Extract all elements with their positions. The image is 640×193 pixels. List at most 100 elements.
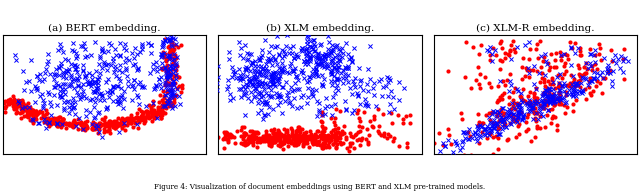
Point: [522, 102, 532, 105]
Point: [109, 86, 119, 89]
Point: [43, 90, 53, 93]
Point: [280, 138, 290, 141]
Point: [262, 59, 273, 62]
Point: [377, 94, 387, 97]
Point: [311, 134, 321, 137]
Point: [165, 49, 175, 52]
Point: [276, 68, 287, 71]
Point: [104, 124, 114, 127]
Point: [535, 40, 545, 43]
Point: [10, 104, 20, 107]
Point: [113, 116, 124, 119]
Point: [332, 130, 342, 133]
Point: [536, 66, 547, 69]
Point: [156, 116, 166, 119]
Point: [266, 59, 276, 62]
Point: [312, 62, 323, 65]
Point: [540, 85, 550, 88]
Point: [348, 135, 358, 138]
Point: [130, 116, 140, 119]
Point: [315, 135, 325, 138]
Point: [249, 76, 259, 79]
Point: [64, 105, 74, 108]
Point: [186, 141, 196, 144]
Point: [317, 62, 327, 65]
Point: [470, 130, 480, 133]
Point: [238, 78, 248, 81]
Point: [285, 100, 296, 103]
Point: [54, 116, 64, 119]
Point: [148, 114, 158, 117]
Point: [367, 125, 378, 128]
Point: [253, 138, 263, 141]
Point: [38, 104, 49, 107]
Point: [292, 88, 302, 91]
Point: [381, 84, 391, 87]
Point: [99, 63, 109, 66]
Point: [505, 50, 515, 53]
Point: [73, 93, 83, 96]
Point: [493, 132, 504, 135]
Point: [516, 101, 527, 104]
Point: [547, 79, 557, 82]
Point: [88, 89, 99, 92]
Point: [8, 101, 19, 104]
Point: [67, 103, 77, 106]
Point: [117, 122, 127, 125]
Point: [275, 74, 285, 78]
Point: [257, 80, 267, 84]
Point: [499, 122, 509, 125]
Point: [89, 124, 99, 127]
Point: [99, 127, 109, 130]
Point: [475, 133, 485, 136]
Point: [55, 93, 65, 96]
Point: [287, 105, 298, 108]
Point: [270, 136, 280, 139]
Point: [330, 132, 340, 135]
Point: [275, 95, 285, 98]
Point: [252, 132, 262, 135]
Point: [120, 118, 130, 121]
Point: [219, 136, 229, 140]
Point: [460, 136, 470, 139]
Point: [289, 56, 299, 59]
Point: [52, 122, 62, 125]
Point: [239, 131, 249, 134]
Point: [568, 88, 579, 91]
Point: [317, 146, 327, 149]
Point: [320, 138, 330, 141]
Point: [268, 81, 278, 84]
Point: [302, 42, 312, 45]
Point: [548, 101, 558, 104]
Point: [90, 115, 100, 119]
Point: [142, 112, 152, 115]
Point: [8, 106, 19, 109]
Point: [172, 65, 182, 68]
Point: [102, 62, 113, 65]
Point: [270, 45, 280, 48]
Point: [335, 136, 345, 139]
Point: [516, 107, 526, 110]
Point: [278, 140, 288, 143]
Point: [466, 86, 476, 89]
Point: [132, 119, 143, 122]
Point: [511, 118, 521, 121]
Point: [362, 127, 372, 130]
Point: [343, 52, 353, 56]
Point: [164, 69, 175, 72]
Point: [234, 67, 244, 70]
Point: [479, 127, 489, 130]
Point: [473, 112, 483, 115]
Point: [161, 68, 171, 71]
Point: [263, 139, 273, 142]
Point: [168, 101, 178, 104]
Point: [308, 39, 318, 42]
Point: [24, 106, 35, 109]
Point: [171, 93, 181, 96]
Point: [559, 82, 569, 85]
Point: [90, 123, 100, 126]
Point: [310, 49, 321, 52]
Point: [322, 67, 332, 70]
Point: [39, 115, 49, 118]
Point: [590, 49, 600, 52]
